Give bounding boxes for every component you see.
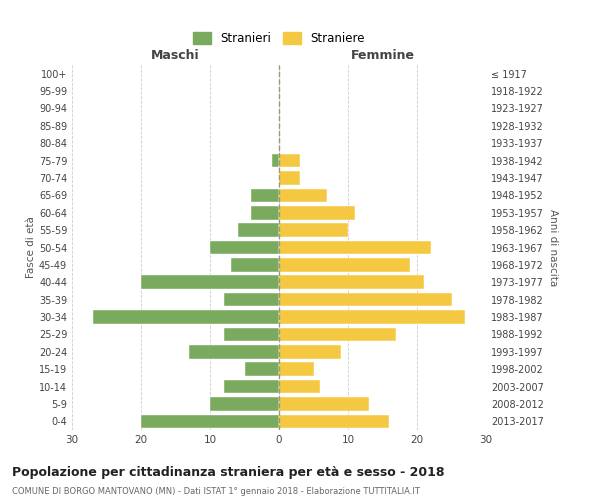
- Bar: [210, 397, 279, 410]
- Bar: [210, 240, 279, 254]
- Bar: [279, 397, 369, 410]
- Text: Femmine: Femmine: [350, 48, 415, 62]
- Bar: [279, 206, 355, 220]
- Bar: [279, 276, 424, 289]
- Bar: [279, 293, 452, 306]
- Bar: [245, 362, 279, 376]
- Bar: [279, 240, 431, 254]
- Bar: [279, 414, 389, 428]
- Bar: [279, 188, 328, 202]
- Bar: [190, 345, 279, 358]
- Bar: [279, 224, 348, 237]
- Text: Popolazione per cittadinanza straniera per età e sesso - 2018: Popolazione per cittadinanza straniera p…: [12, 466, 445, 479]
- Bar: [141, 414, 279, 428]
- Bar: [251, 188, 279, 202]
- Bar: [279, 310, 466, 324]
- Y-axis label: Fasce di età: Fasce di età: [26, 216, 36, 278]
- Text: Maschi: Maschi: [151, 48, 200, 62]
- Text: COMUNE DI BORGO MANTOVANO (MN) - Dati ISTAT 1° gennaio 2018 - Elaborazione TUTTI: COMUNE DI BORGO MANTOVANO (MN) - Dati IS…: [12, 488, 420, 496]
- Bar: [279, 258, 410, 272]
- Bar: [230, 258, 279, 272]
- Bar: [272, 154, 279, 168]
- Bar: [279, 345, 341, 358]
- Bar: [279, 171, 300, 185]
- Bar: [141, 276, 279, 289]
- Bar: [279, 380, 320, 394]
- Bar: [238, 224, 279, 237]
- Legend: Stranieri, Straniere: Stranieri, Straniere: [188, 27, 370, 50]
- Bar: [251, 206, 279, 220]
- Bar: [224, 328, 279, 341]
- Y-axis label: Anni di nascita: Anni di nascita: [548, 209, 557, 286]
- Bar: [279, 328, 397, 341]
- Bar: [92, 310, 279, 324]
- Bar: [279, 362, 314, 376]
- Bar: [224, 380, 279, 394]
- Bar: [224, 293, 279, 306]
- Bar: [279, 154, 300, 168]
